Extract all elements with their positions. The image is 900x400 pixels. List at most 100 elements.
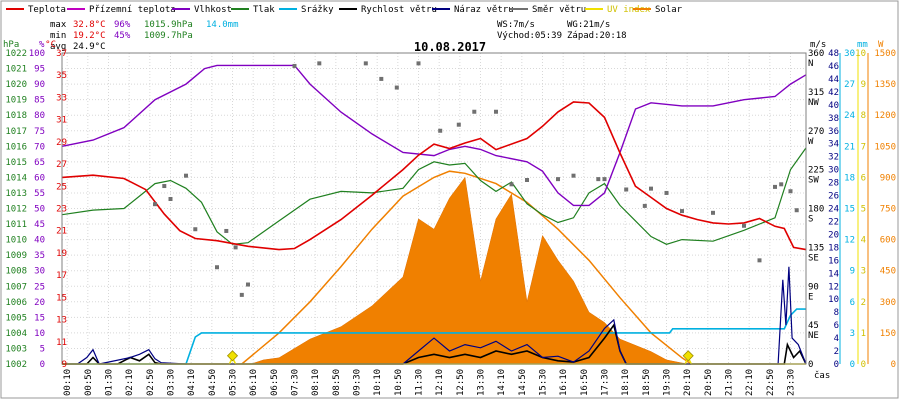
plot-frame [61, 52, 807, 365]
stats-min-temp: 19.2°C [73, 31, 106, 41]
wind-tick: 4 [834, 334, 839, 344]
solar-tick: 900 [880, 173, 896, 183]
legend-label: Srážky [301, 5, 334, 15]
wind-direction-point [317, 61, 322, 66]
wind-direction-point [773, 184, 777, 189]
time-tick: 12:50 [456, 369, 466, 396]
time-tick: 06:10 [249, 369, 259, 396]
celsius-tick: 31 [56, 116, 67, 126]
wind-tick: 10 [828, 295, 839, 305]
legend-label: Rychlost větru [361, 5, 437, 15]
legend-label: UV index [607, 5, 651, 15]
wind-tick: 8 [834, 308, 839, 318]
celsius-tick: 19 [56, 249, 67, 259]
solar-tick: 300 [880, 298, 896, 308]
time-axis-label: čas [814, 370, 830, 381]
time-tick: 08:10 [311, 369, 321, 396]
humidity-line [61, 64, 807, 207]
direction-tick: 225 [808, 166, 824, 176]
time-tick: 13:30 [477, 369, 487, 396]
time-tick: 18:10 [621, 369, 631, 396]
stats-max-hum: 96% [114, 20, 131, 30]
wind-direction-point [416, 61, 421, 66]
hpa-tick: 1018 [5, 111, 27, 121]
hpa-tick: 1009 [5, 251, 27, 261]
celsius-unit: °C [45, 40, 56, 50]
percent-tick: 85 [34, 96, 45, 106]
wind-tick: 44 [828, 75, 839, 85]
percent-tick: 30 [34, 267, 45, 277]
wind-direction-point [379, 76, 384, 81]
uv-tick: 7 [861, 142, 866, 152]
wind-direction-point [742, 223, 746, 228]
percent-tick: 70 [34, 142, 45, 152]
wind-tick: 48 [828, 49, 839, 59]
direction-tick: 180 [808, 205, 824, 215]
axes: hPa% °C m/s mm W1022102110201019101810171016… [3, 40, 896, 396]
time-tick: 04:50 [208, 369, 218, 396]
time-tick: 19:30 [663, 369, 673, 396]
time-tick: 11:30 [415, 369, 425, 396]
wind-tick: 46 [828, 62, 839, 72]
wind-direction-point [438, 128, 443, 133]
wind-tick: 0 [834, 360, 839, 370]
stats-avg-temp: 24.9°C [73, 42, 106, 52]
uv-tick: 2 [861, 298, 866, 308]
wind-direction-point [394, 85, 399, 90]
wind-tick: 14 [828, 269, 839, 279]
legend-label: Směr větru [532, 5, 586, 15]
direction-tick-card: N [808, 59, 813, 69]
hpa-tick: 1020 [5, 80, 27, 90]
rain-tick: 24 [844, 111, 855, 121]
wind-tick: 2 [834, 347, 839, 357]
time-tick: 02:50 [146, 369, 156, 396]
stats-min-press: 1009.7hPa [144, 31, 193, 41]
time-tick: 12:10 [435, 369, 445, 396]
direction-tick-card: E [808, 292, 813, 302]
time-tick: 10:10 [373, 369, 383, 396]
percent-tick: 65 [34, 158, 45, 168]
rain-tick: 12 [844, 236, 855, 246]
rain-tick: 18 [844, 173, 855, 183]
stats-max-label: max [50, 20, 67, 30]
uv-tick: 5 [861, 205, 866, 215]
percent-tick: 5 [40, 344, 45, 354]
wind-tick: 20 [828, 230, 839, 240]
wind-tick: 6 [834, 321, 839, 331]
wind-direction-point [363, 61, 368, 66]
stats-wind-speed: WS:7m/s [497, 20, 535, 30]
wind-direction-point [292, 63, 297, 68]
stats-avg-label: avg [50, 42, 66, 52]
uv-tick: 6 [861, 173, 866, 183]
direction-tick-card: SW [808, 176, 819, 186]
wind-direction-point [224, 228, 229, 233]
uv-tick: 9 [861, 80, 866, 90]
uv-tick: 3 [861, 267, 866, 277]
wind-direction-point [794, 208, 799, 213]
celsius-tick: 37 [56, 49, 67, 59]
stats-block: max 32.8°C 96% 1015.9hPa 14.0mm min 19.2… [50, 20, 627, 52]
solar-tick: 150 [880, 329, 896, 339]
wind-direction-point [779, 182, 784, 187]
wind-direction-point [757, 258, 762, 263]
rain-tick: 27 [844, 80, 855, 90]
percent-tick: 10 [34, 329, 45, 339]
wind-direction-point [596, 177, 601, 182]
time-tick: 15:30 [539, 369, 549, 396]
time-tick: 21:30 [725, 369, 735, 396]
celsius-tick: 29 [56, 138, 67, 148]
solar-tick: 600 [880, 236, 896, 246]
direction-tick: 90 [808, 282, 819, 292]
direction-tick: 360 [808, 49, 824, 59]
stats-min-label: min [50, 31, 66, 41]
celsius-tick: 23 [56, 205, 67, 215]
wind-direction-point [153, 202, 157, 207]
percent-tick: 35 [34, 251, 45, 261]
percent-tick: 45 [34, 220, 45, 230]
celsius-tick: 15 [56, 293, 67, 303]
time-tick: 16:10 [559, 369, 569, 396]
stats-max-rain: 14.0mm [206, 20, 239, 30]
hpa-tick: 1021 [5, 65, 27, 75]
